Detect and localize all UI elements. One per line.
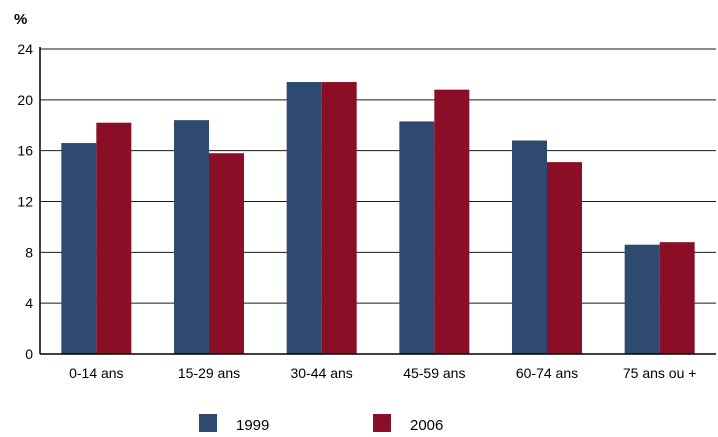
bar-1999-30-44-ans — [286, 82, 322, 355]
bars — [61, 82, 695, 355]
legend-swatch-1999 — [199, 414, 217, 432]
x-tick-label: 0-14 ans — [69, 365, 123, 381]
bar-1999-60-74-ans — [512, 140, 547, 354]
y-tick-label: 16 — [17, 143, 33, 159]
y-tick-label: 24 — [17, 41, 33, 57]
x-tick-label: 15-29 ans — [178, 365, 240, 381]
legend: 1999 2006 — [199, 414, 443, 434]
y-tick-label: 8 — [25, 244, 33, 260]
x-tick-label: 30-44 ans — [291, 365, 353, 381]
bar-1999-75-ans-ou- — [624, 244, 660, 354]
bar-1999-45-59-ans — [399, 121, 435, 354]
y-tick-label: 0 — [25, 346, 33, 362]
legend-label-2006: 2006 — [410, 417, 443, 432]
x-tick-label: 45-59 ans — [403, 365, 465, 381]
legend-swatch-2006 — [373, 414, 391, 432]
bar-2006-45-59-ans — [434, 89, 470, 355]
gridlines — [40, 48, 716, 304]
unit-label: % — [14, 11, 27, 28]
y-tick-label: 4 — [25, 295, 33, 311]
x-tick-label: 75 ans ou + — [623, 365, 697, 381]
x-axis-labels: 0-14 ans 15-29 ans 30-44 ans 45-59 ans 60-74… — [69, 365, 696, 381]
axes — [39, 47, 716, 355]
bar-2006-15-29-ans — [209, 153, 244, 354]
bar-2006-60-74-ans — [547, 162, 582, 354]
bar-2006-75-ans-ou- — [659, 242, 695, 354]
y-tick-label: 12 — [17, 194, 33, 210]
bar-1999-0-14-ans — [61, 143, 97, 354]
bar-2006-30-44-ans — [321, 82, 357, 355]
legend-label-1999: 1999 — [236, 417, 269, 432]
y-axis-ticks: 0 4 8 12 16 20 24 — [17, 41, 33, 362]
x-tick-label: 60-74 ans — [516, 365, 578, 381]
bar-2006-0-14-ans — [96, 122, 132, 354]
bar-1999-15-29-ans — [174, 120, 209, 355]
y-tick-label: 20 — [17, 92, 33, 108]
